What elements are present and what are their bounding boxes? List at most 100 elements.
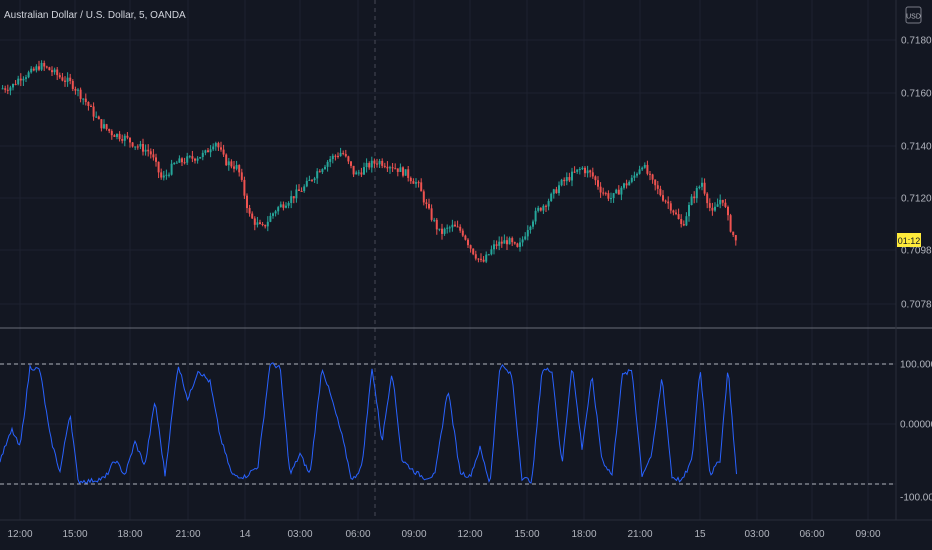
candle-body bbox=[196, 158, 199, 161]
candle-body bbox=[729, 215, 732, 232]
candle-body bbox=[415, 182, 417, 184]
price-tick-label: 0.70780 bbox=[901, 300, 932, 311]
candle-body bbox=[363, 167, 365, 175]
candle-body bbox=[430, 208, 433, 220]
time-axis[interactable]: 12:00 15:00 18:00 21:00 14 03:00 06:00 09:00 12:… bbox=[7, 529, 880, 540]
candle-body bbox=[539, 207, 542, 211]
candle-body bbox=[238, 165, 241, 173]
candle-body bbox=[53, 69, 56, 73]
candle-body bbox=[706, 193, 709, 204]
candle-body bbox=[214, 143, 217, 147]
candle-body bbox=[357, 172, 360, 174]
candle-body bbox=[274, 211, 277, 214]
candle-body bbox=[123, 135, 126, 141]
candle-body bbox=[688, 205, 690, 217]
candle-body bbox=[308, 179, 311, 181]
candle-body bbox=[344, 153, 347, 157]
candle-body bbox=[58, 75, 61, 78]
candle-body bbox=[45, 66, 48, 68]
candle-body bbox=[519, 242, 521, 247]
candle-body bbox=[165, 174, 168, 176]
candle-body bbox=[563, 179, 566, 182]
candle-body bbox=[693, 196, 696, 199]
candle-body bbox=[170, 163, 173, 175]
candle-body bbox=[469, 245, 472, 249]
candle-body bbox=[461, 230, 464, 236]
oscillator-axis[interactable]: 100.00000 0.00000 -100.00000 bbox=[900, 360, 932, 504]
candle-body bbox=[160, 172, 163, 178]
candle-body bbox=[56, 69, 59, 76]
candle-body bbox=[84, 98, 87, 103]
candle-body bbox=[602, 192, 605, 194]
candle-body bbox=[630, 177, 633, 182]
candle-body bbox=[672, 210, 675, 213]
candle-body bbox=[311, 179, 313, 181]
candle-body bbox=[225, 154, 228, 166]
candle-body bbox=[610, 198, 612, 200]
candle-body bbox=[698, 186, 701, 189]
candle-body bbox=[295, 189, 298, 199]
candle-body bbox=[272, 213, 274, 216]
candle-body bbox=[550, 193, 553, 202]
candle-body bbox=[719, 199, 722, 205]
candle-body bbox=[183, 162, 186, 164]
currency-button[interactable]: USD bbox=[905, 6, 922, 24]
candle-body bbox=[87, 102, 90, 106]
candle-body bbox=[178, 158, 181, 163]
time-tick-label: 03:00 bbox=[287, 529, 312, 540]
candle-body bbox=[558, 185, 560, 194]
candle-body bbox=[571, 171, 573, 181]
candle-body bbox=[480, 258, 482, 260]
candle-body bbox=[417, 182, 420, 184]
candle-body bbox=[615, 189, 618, 194]
candle-body bbox=[654, 179, 657, 186]
candle-body bbox=[586, 170, 589, 174]
candle-body bbox=[25, 77, 27, 79]
candle-body bbox=[597, 180, 599, 187]
candle-body bbox=[264, 224, 267, 227]
countdown-label: 01:12 bbox=[898, 236, 921, 246]
candle-body bbox=[625, 183, 628, 186]
candle-body bbox=[451, 224, 454, 228]
candle-body bbox=[243, 179, 246, 196]
candle-body bbox=[103, 124, 105, 129]
candle-body bbox=[77, 89, 79, 91]
candle-body bbox=[199, 157, 202, 159]
candle-body bbox=[212, 146, 215, 150]
candle-body bbox=[662, 195, 664, 201]
candle-body bbox=[675, 212, 677, 215]
candle-body bbox=[498, 241, 501, 246]
candle-body bbox=[521, 239, 524, 243]
time-tick-label: 21:00 bbox=[627, 529, 652, 540]
countdown-badge: 01:12 bbox=[897, 233, 921, 247]
candle-body bbox=[646, 164, 649, 174]
candle-body bbox=[162, 175, 165, 178]
candle-body bbox=[326, 161, 329, 167]
candle-body bbox=[537, 207, 540, 211]
candle-body bbox=[204, 150, 207, 153]
candle-body bbox=[443, 228, 446, 234]
candle-body bbox=[126, 135, 129, 138]
candle-body bbox=[532, 221, 534, 227]
candle-body bbox=[100, 119, 103, 129]
candle-body bbox=[545, 205, 547, 207]
candle-body bbox=[695, 188, 698, 199]
candle-body bbox=[524, 236, 527, 240]
candle-body bbox=[168, 174, 170, 176]
candle-body bbox=[6, 89, 9, 91]
candle-body bbox=[92, 106, 95, 117]
candle-body bbox=[628, 181, 631, 186]
candle-body bbox=[181, 158, 183, 163]
candle-body bbox=[194, 158, 196, 161]
time-tick-label: 09:00 bbox=[855, 529, 880, 540]
candle-body bbox=[90, 105, 92, 107]
candle-body bbox=[313, 178, 316, 181]
candle-body bbox=[173, 163, 176, 165]
candle-body bbox=[669, 203, 672, 211]
candle-body bbox=[581, 167, 584, 170]
candle-body bbox=[446, 227, 449, 229]
time-tick-label: 06:00 bbox=[345, 529, 370, 540]
candle-body bbox=[643, 164, 646, 168]
